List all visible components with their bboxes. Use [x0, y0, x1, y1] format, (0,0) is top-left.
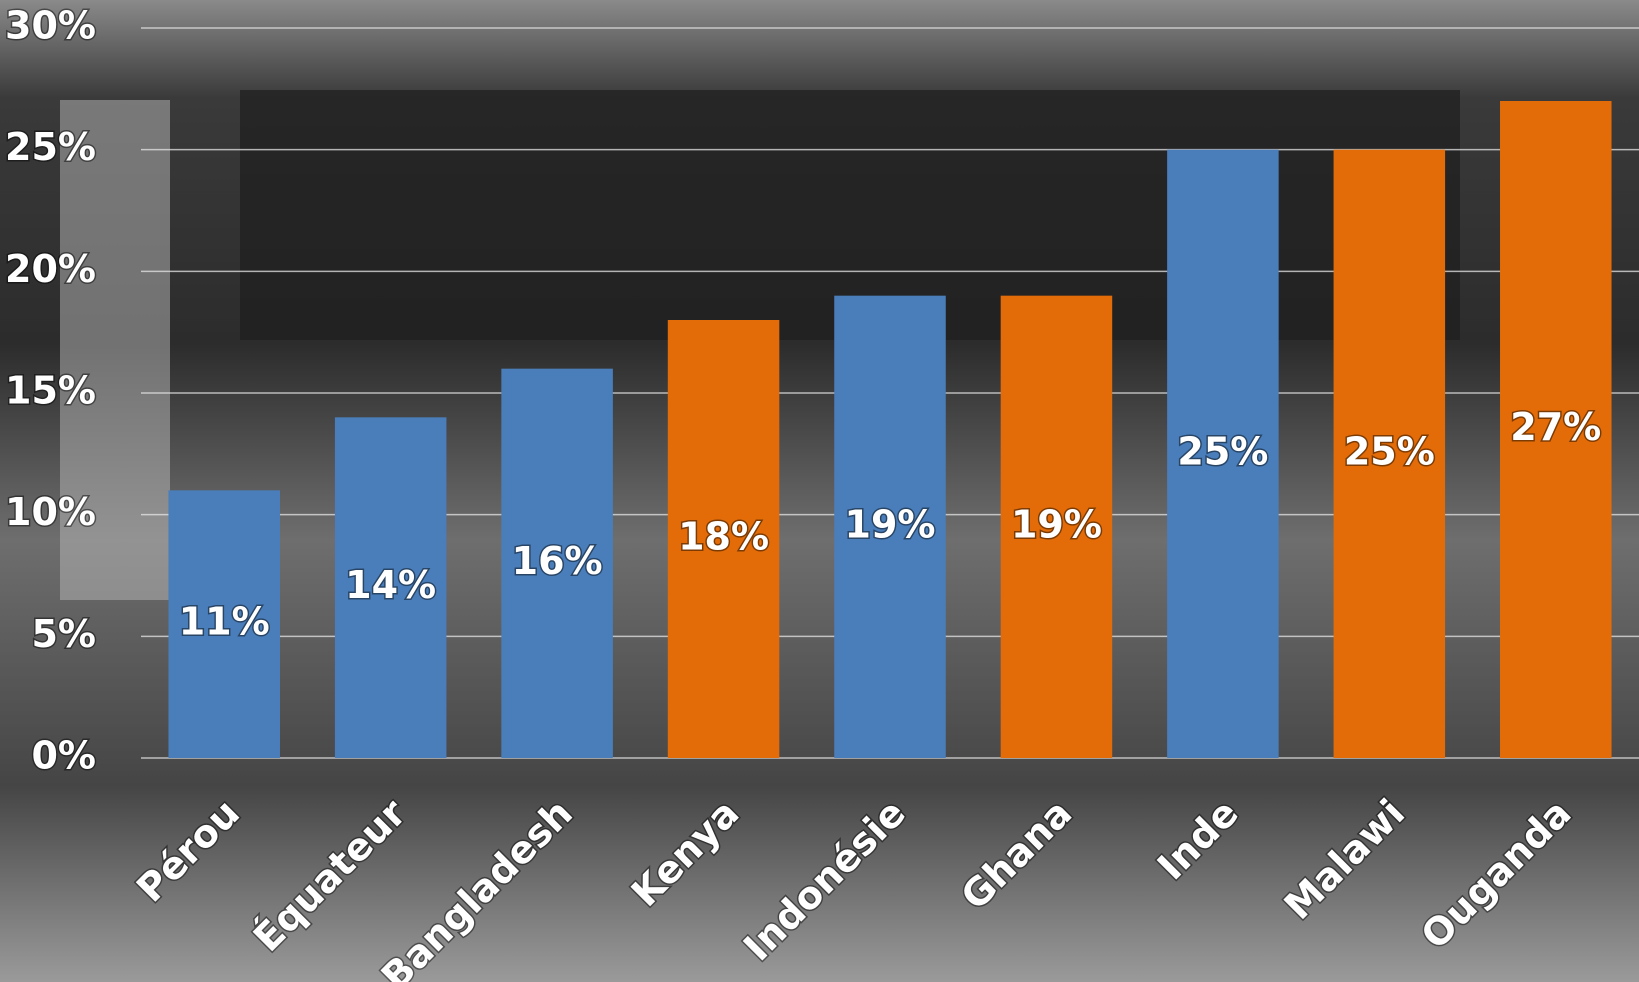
value-label: 25% [1344, 429, 1435, 473]
y-tick-label: 5% [31, 612, 96, 656]
y-tick-label: 15% [5, 369, 96, 413]
bar [168, 490, 280, 758]
y-tick-label: 0% [31, 734, 96, 778]
value-label: 27% [1510, 405, 1601, 449]
value-label: 16% [512, 539, 603, 583]
value-label: 19% [1011, 502, 1102, 546]
value-label: 11% [179, 600, 270, 644]
value-label: 19% [845, 502, 936, 546]
bar [334, 417, 447, 758]
bar [667, 320, 780, 758]
bar [1333, 149, 1446, 758]
value-label: 25% [1177, 429, 1268, 473]
window [60, 100, 170, 600]
bar [1500, 101, 1612, 758]
value-label: 18% [678, 515, 769, 559]
y-tick-label: 10% [5, 490, 96, 534]
y-tick-label: 25% [5, 125, 96, 169]
bar [1000, 295, 1113, 758]
y-tick-label: 30% [5, 4, 96, 48]
bar [501, 368, 613, 758]
bar [1167, 149, 1279, 758]
y-tick-label: 20% [5, 247, 96, 291]
value-label: 14% [345, 563, 436, 607]
bar [834, 295, 946, 758]
